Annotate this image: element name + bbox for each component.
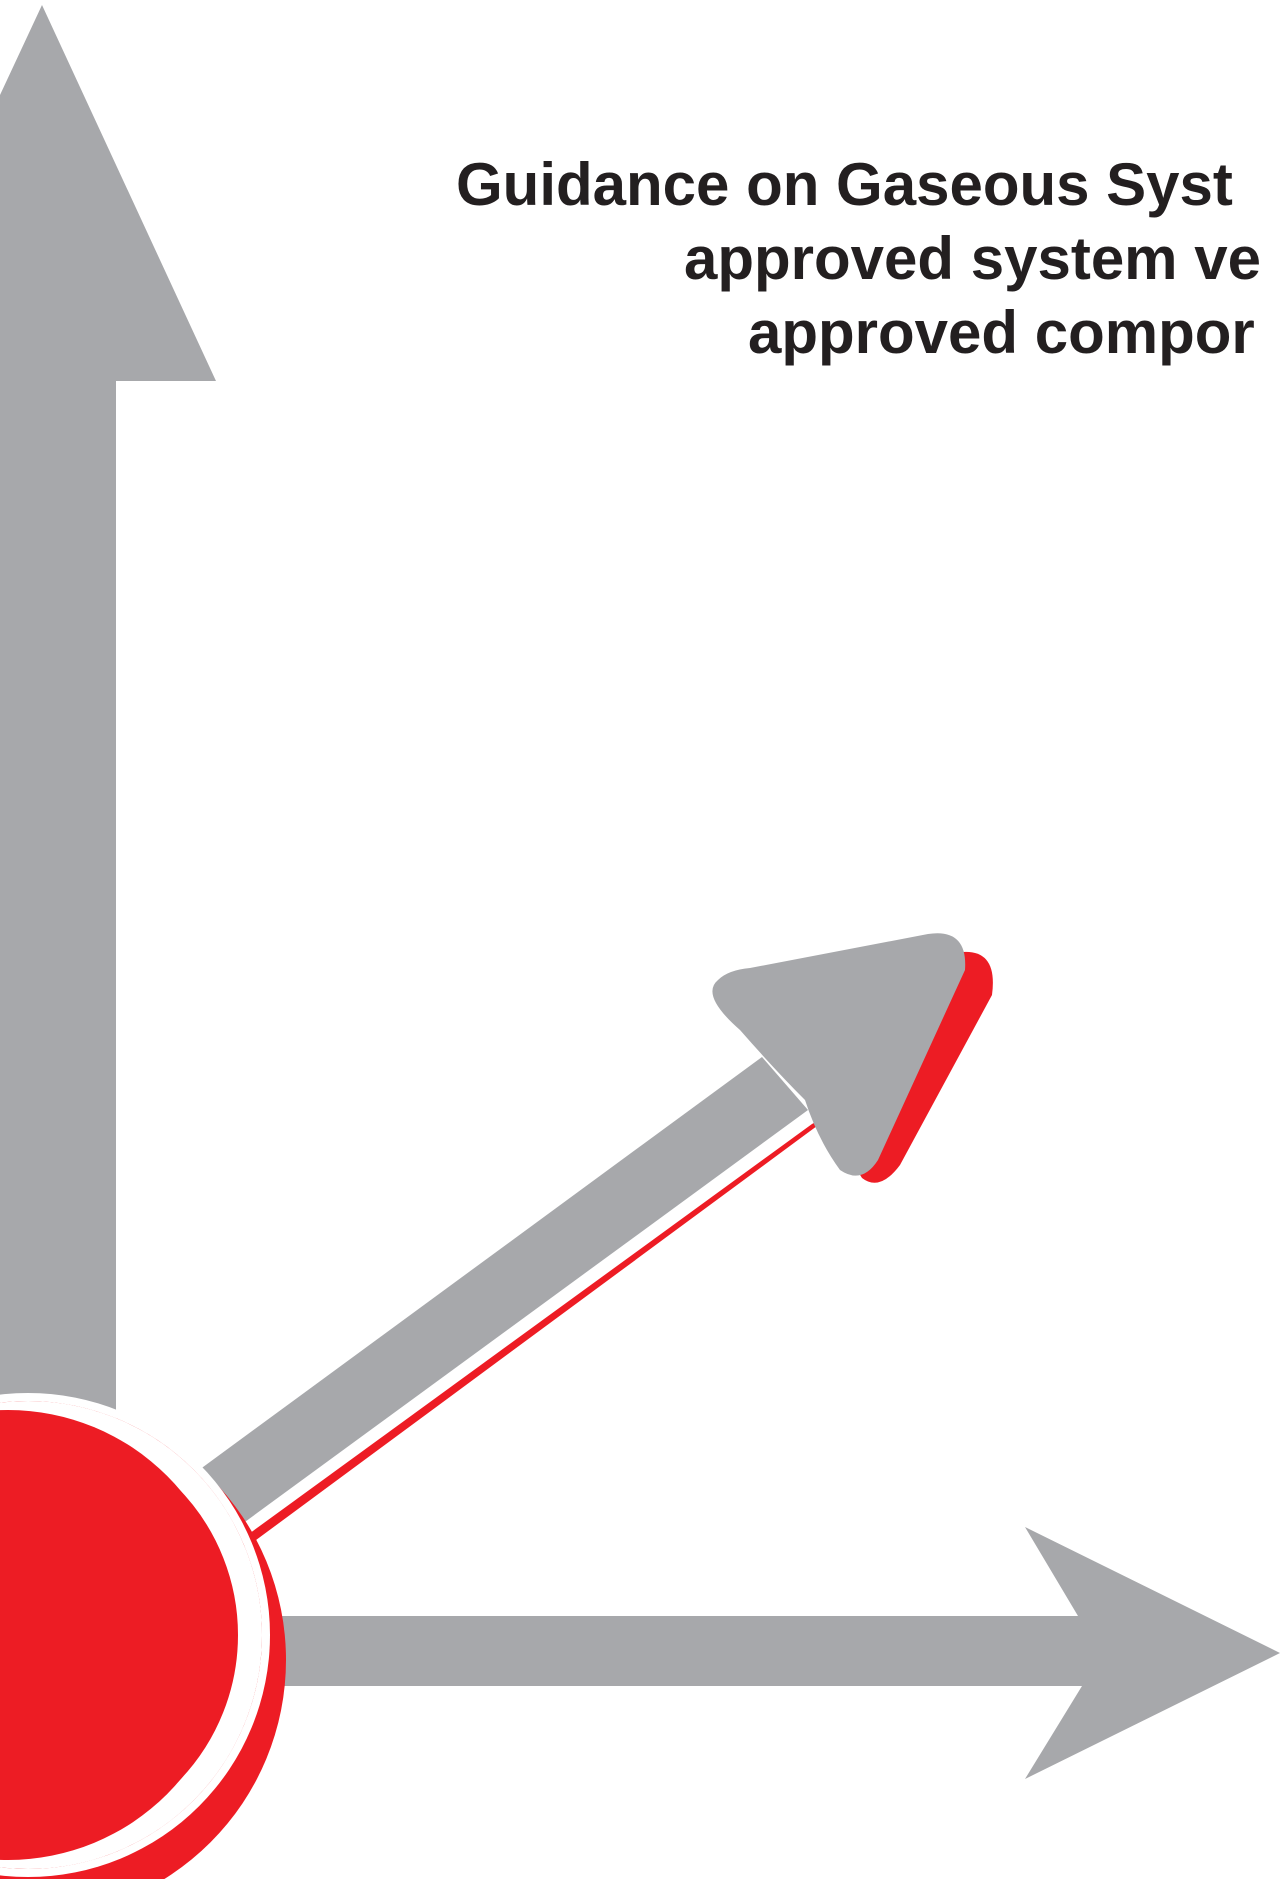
- title-line-2: approved system ve: [684, 225, 1261, 292]
- document-title: Guidance on Gaseous Syst approved system…: [456, 148, 1280, 370]
- horizontal-arrow-icon: [270, 1527, 1280, 1779]
- title-line-1: Guidance on Gaseous Syst: [456, 151, 1233, 218]
- vertical-arrow-icon: [0, 5, 216, 1412]
- origin-circle-icon: [0, 1393, 286, 1879]
- title-line-3: approved compor: [748, 299, 1255, 366]
- diagonal-arrow-icon: [199, 933, 966, 1527]
